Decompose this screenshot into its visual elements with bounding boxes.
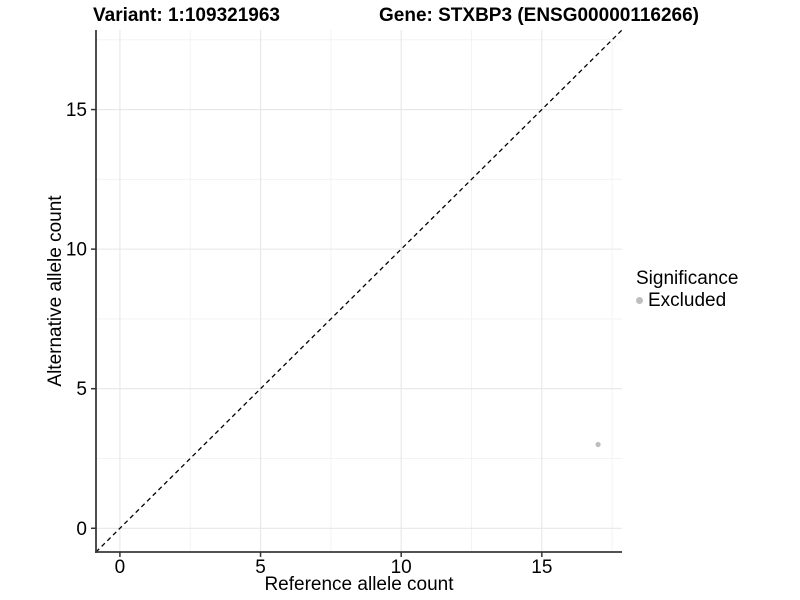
y-tick-label: 0	[76, 519, 87, 540]
legend-title: Significance	[636, 268, 739, 289]
legend-item-excluded: Excluded	[636, 290, 738, 311]
y-tick-label: 5	[76, 379, 87, 400]
x-tick-label: 10	[391, 557, 412, 578]
y-tick-label: 10	[66, 240, 87, 261]
plot-title-variant: Variant: 1:109321963	[93, 5, 280, 26]
legend-label-excluded: Excluded	[648, 290, 727, 311]
x-tick-label: 5	[255, 557, 266, 578]
plot-title-gene: Gene: STXBP3 (ENSG00000116266)	[379, 5, 700, 26]
x-tick-label: 0	[115, 557, 126, 578]
legend-marker-dot-icon	[636, 297, 643, 304]
y-axis-title: Alternative allele count	[45, 195, 66, 387]
y-tick-label: 15	[66, 100, 87, 121]
identity-dashed-line	[95, 29, 623, 553]
data-point-excluded	[595, 441, 601, 448]
legend: Significance Excluded	[636, 268, 738, 311]
x-tick-label: 15	[531, 557, 552, 578]
x-axis-title: Reference allele count	[264, 574, 454, 595]
